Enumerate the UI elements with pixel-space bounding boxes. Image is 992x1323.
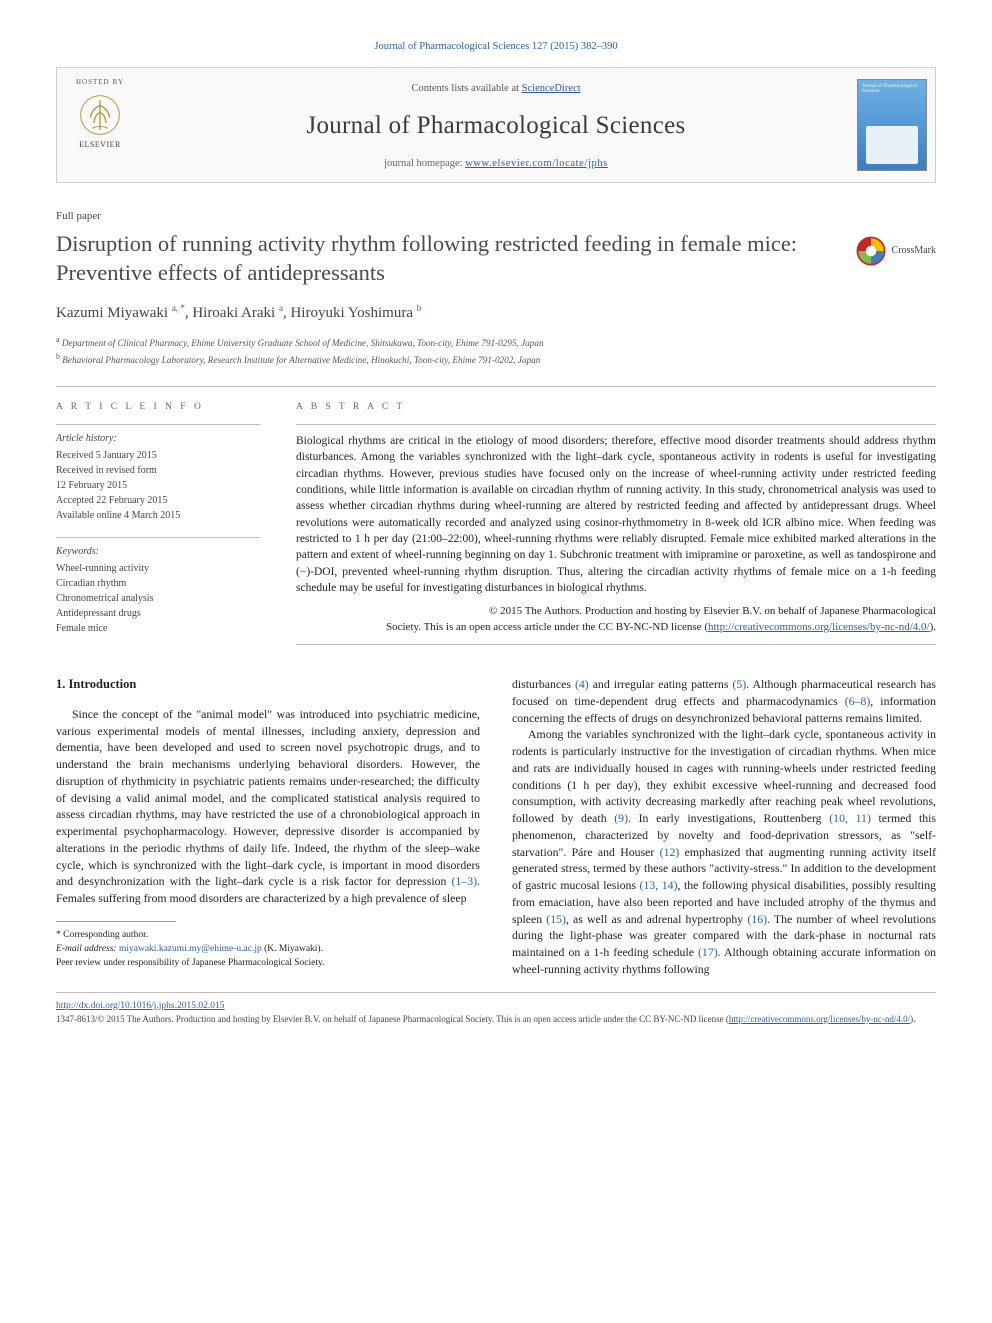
affiliations: a Department of Clinical Pharmacy, Ehime… [56, 334, 936, 368]
title-row: Disruption of running activity rhythm fo… [56, 230, 936, 288]
ref-16[interactable]: (16) [747, 912, 767, 926]
article-title: Disruption of running activity rhythm fo… [56, 230, 838, 288]
ref-6-8[interactable]: (6–8) [845, 694, 871, 708]
email-line: E-mail address: miyawaki.kazumi.my@ehime… [56, 942, 480, 956]
right-column: disturbances (4) and irregular eating pa… [512, 676, 936, 978]
keyword: Antidepressant drugs [56, 606, 260, 621]
cc-license-link[interactable]: http://creativecommons.org/licenses/by-n… [708, 621, 930, 633]
ref-4[interactable]: (4) [575, 677, 589, 691]
abstract: A B S T R A C T Biological rhythms are c… [296, 401, 936, 650]
copyright-l3: ). [930, 621, 936, 633]
email-label: E-mail address: [56, 944, 119, 954]
keyword: Chronometrical analysis [56, 591, 260, 606]
history-line: Received 5 January 2015 [56, 448, 260, 463]
affiliation-line: b Behavioral Pharmacology Laboratory, Re… [56, 351, 936, 368]
keyword: Circadian rhythm [56, 576, 260, 591]
keywords-block: Keywords: Wheel-running activityCircadia… [56, 537, 260, 636]
article-info-heading: A R T I C L E I N F O [56, 401, 260, 414]
history-block: Article history: Received 5 January 2015… [56, 424, 260, 523]
ref-17[interactable]: (17) [698, 945, 718, 959]
p1-text: Since the concept of the "animal model" … [56, 707, 480, 889]
history-line: Accepted 22 February 2015 [56, 493, 260, 508]
journal-name: Journal of Pharmacological Sciences [153, 108, 839, 143]
issn-line: 1347-8613/© 2015 The Authors. Production… [56, 1014, 729, 1024]
abstract-text: Biological rhythms are critical in the e… [296, 424, 936, 596]
footnotes: * Corresponding author. E-mail address: … [56, 928, 480, 971]
copyright-l2: Society. This is an open access article … [386, 621, 708, 633]
sciencedirect-link[interactable]: ScienceDirect [522, 83, 581, 94]
ref-12[interactable]: (12) [660, 845, 680, 859]
contents-prefix: Contents lists available at [411, 83, 521, 94]
page-root: Journal of Pharmacological Sciences 127 … [0, 0, 992, 1056]
cover-image-placeholder [866, 126, 918, 164]
keyword: Wheel-running activity [56, 561, 260, 576]
journal-cover-thumbnail: Journal of Pharmacological Sciences [857, 79, 927, 171]
header-center: Contents lists available at ScienceDirec… [143, 68, 849, 182]
ref-10-11[interactable]: (10, 11) [829, 811, 871, 825]
ref-9[interactable]: (9) [614, 811, 628, 825]
history-label: Article history: [56, 431, 260, 446]
homepage-link[interactable]: www.elsevier.com/locate/jphs [465, 158, 608, 169]
history-line: Received in revised form [56, 463, 260, 478]
elsevier-logo: ELSEVIER [70, 91, 130, 151]
ref-1-3[interactable]: (1–3) [451, 874, 477, 888]
contents-line: Contents lists available at ScienceDirec… [153, 82, 839, 97]
rule-abstract-end [296, 644, 936, 645]
footnote-rule [56, 921, 176, 922]
right-p1: disturbances (4) and irregular eating pa… [512, 676, 936, 726]
article-type: Full paper [56, 209, 936, 224]
ref-15[interactable]: (15) [546, 912, 566, 926]
doi-link[interactable]: http://dx.doi.org/10.1016/j.jphs.2015.02… [56, 1001, 224, 1011]
history-line: Available online 4 March 2015 [56, 508, 260, 523]
history-line: 12 February 2015 [56, 478, 260, 493]
crossmark-label: CrossMark [892, 244, 936, 258]
t: disturbances [512, 677, 575, 691]
header-right: Journal of Pharmacological Sciences [849, 68, 935, 182]
t: and irregular eating patterns [589, 677, 733, 691]
crossmark-icon [856, 236, 886, 266]
publisher-name: ELSEVIER [79, 139, 121, 150]
authors: Kazumi Miyawaki a, *, Hiroaki Araki a, H… [56, 302, 936, 324]
article-info: A R T I C L E I N F O Article history: R… [56, 401, 260, 650]
elsevier-tree-icon [78, 93, 122, 137]
copyright-block: © 2015 The Authors. Production and hosti… [296, 604, 936, 636]
t: . In early investigations, Routtenberg [628, 811, 829, 825]
peer-review-note: Peer review under responsibility of Japa… [56, 956, 480, 970]
keyword: Female mice [56, 621, 260, 636]
t: , as well as and adrenal hypertrophy [566, 912, 747, 926]
homepage-line: journal homepage: www.elsevier.com/locat… [153, 157, 839, 172]
ref-5[interactable]: (5) [732, 677, 746, 691]
cover-title: Journal of Pharmacological Sciences [862, 84, 922, 95]
rule-1 [56, 386, 936, 387]
ref-13-14[interactable]: (13, 14) [640, 878, 678, 892]
intro-paragraph-1: Since the concept of the "animal model" … [56, 706, 480, 907]
keywords-label: Keywords: [56, 544, 260, 559]
journal-header: HOSTED BY ELSEVIER Contents lists availa… [56, 67, 936, 183]
hosted-by-label: HOSTED BY [76, 78, 124, 88]
affiliation-line: a Department of Clinical Pharmacy, Ehime… [56, 334, 936, 351]
top-citation: Journal of Pharmacological Sciences 127 … [56, 40, 936, 55]
info-abstract-row: A R T I C L E I N F O Article history: R… [56, 401, 936, 650]
intro-heading: 1. Introduction [56, 676, 480, 694]
homepage-prefix: journal homepage: [384, 158, 465, 169]
abstract-heading: A B S T R A C T [296, 401, 936, 414]
crossmark-badge[interactable]: CrossMark [856, 236, 936, 266]
copyright-l1: © 2015 The Authors. Production and hosti… [489, 605, 936, 617]
publisher-block: HOSTED BY ELSEVIER [57, 68, 143, 182]
email-tail: (K. Miyawaki). [262, 944, 323, 954]
body-columns: 1. Introduction Since the concept of the… [56, 676, 936, 978]
left-column: 1. Introduction Since the concept of the… [56, 676, 480, 978]
corresponding-author: * Corresponding author. [56, 928, 480, 942]
footer-bar: http://dx.doi.org/10.1016/j.jphs.2015.02… [56, 992, 936, 1027]
author-email-link[interactable]: miyawaki.kazumi.my@ehime-u.ac.jp [119, 944, 262, 954]
right-p2: Among the variables synchronized with th… [512, 726, 936, 977]
issn-tail: ). [910, 1014, 915, 1024]
footer-cc-link[interactable]: http://creativecommons.org/licenses/by-n… [729, 1014, 910, 1024]
